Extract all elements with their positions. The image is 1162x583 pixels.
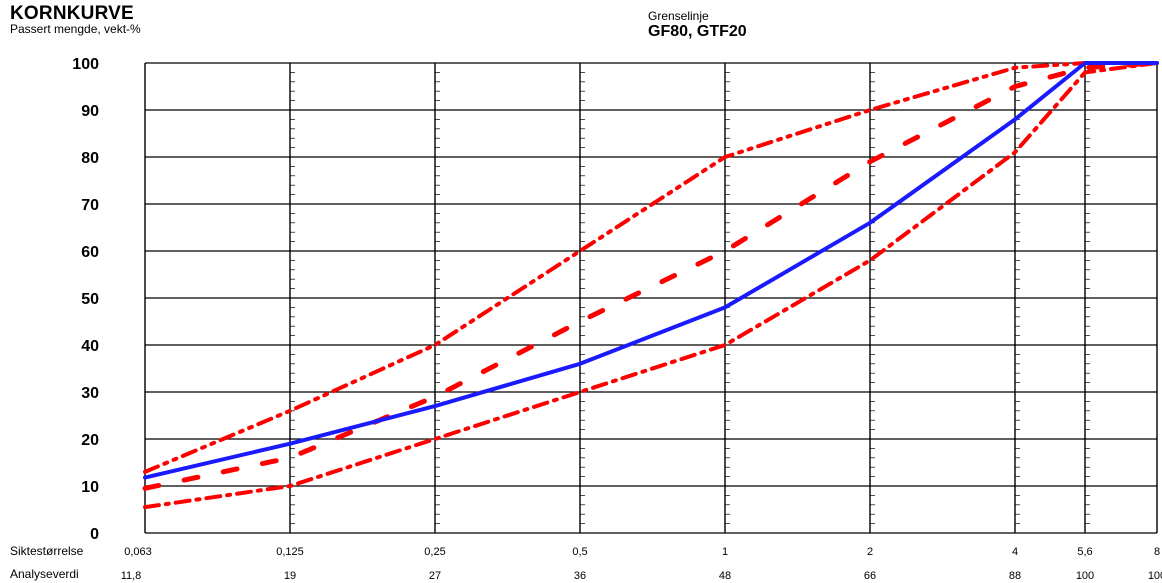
y-tick-label: 70 bbox=[81, 197, 99, 214]
x-tick-label: 0,5 bbox=[572, 546, 587, 558]
x-tick-label: 2 bbox=[867, 546, 873, 558]
y-tick-label: 90 bbox=[81, 103, 99, 120]
y-tick-label: 50 bbox=[81, 291, 99, 308]
analysis-value-label: 36 bbox=[574, 570, 586, 582]
analysis-value-label: 19 bbox=[284, 570, 296, 582]
x-tick-label: 0,063 bbox=[124, 546, 152, 558]
series-analysis-line bbox=[143, 61, 1159, 480]
sieve-size-row-label: Siktestørrelse bbox=[10, 544, 84, 558]
legend-value: GF80, GTF20 bbox=[648, 23, 747, 40]
y-tick-label: 30 bbox=[81, 385, 99, 402]
x-tick-label: 0,25 bbox=[424, 546, 445, 558]
analysis-value-label: 100 bbox=[1148, 570, 1162, 582]
y-tick-label: 100 bbox=[72, 56, 99, 73]
analysis-value-label: 100 bbox=[1076, 570, 1094, 582]
y-tick-label: 0 bbox=[90, 526, 99, 543]
y-tick-label: 20 bbox=[81, 432, 99, 449]
series-middle-limit-line bbox=[142, 60, 1160, 491]
x-tick-label: 8 bbox=[1154, 546, 1160, 558]
legend-label: Grenselinje bbox=[648, 9, 709, 23]
chart-title: KORNKURVE bbox=[10, 3, 134, 24]
analysis-value-label: 27 bbox=[429, 570, 441, 582]
x-tick-label: 5,6 bbox=[1077, 546, 1092, 558]
analysis-value-row-label: Analyseverdi bbox=[10, 567, 79, 581]
x-tick-label: 1 bbox=[722, 546, 728, 558]
x-tick-label: 0,125 bbox=[276, 546, 304, 558]
analysis-value-label: 11,8 bbox=[121, 570, 142, 582]
y-tick-label: 60 bbox=[81, 244, 99, 261]
analysis-value-label: 88 bbox=[1009, 570, 1021, 582]
y-tick-label: 80 bbox=[81, 150, 99, 167]
analysis-value-label: 48 bbox=[719, 570, 731, 582]
y-tick-label: 10 bbox=[81, 479, 99, 496]
y-axis-label: Passert mengde, vekt-% bbox=[10, 22, 141, 36]
x-tick-label: 4 bbox=[1012, 546, 1018, 558]
y-tick-label: 40 bbox=[81, 338, 99, 355]
analysis-value-label: 66 bbox=[864, 570, 876, 582]
